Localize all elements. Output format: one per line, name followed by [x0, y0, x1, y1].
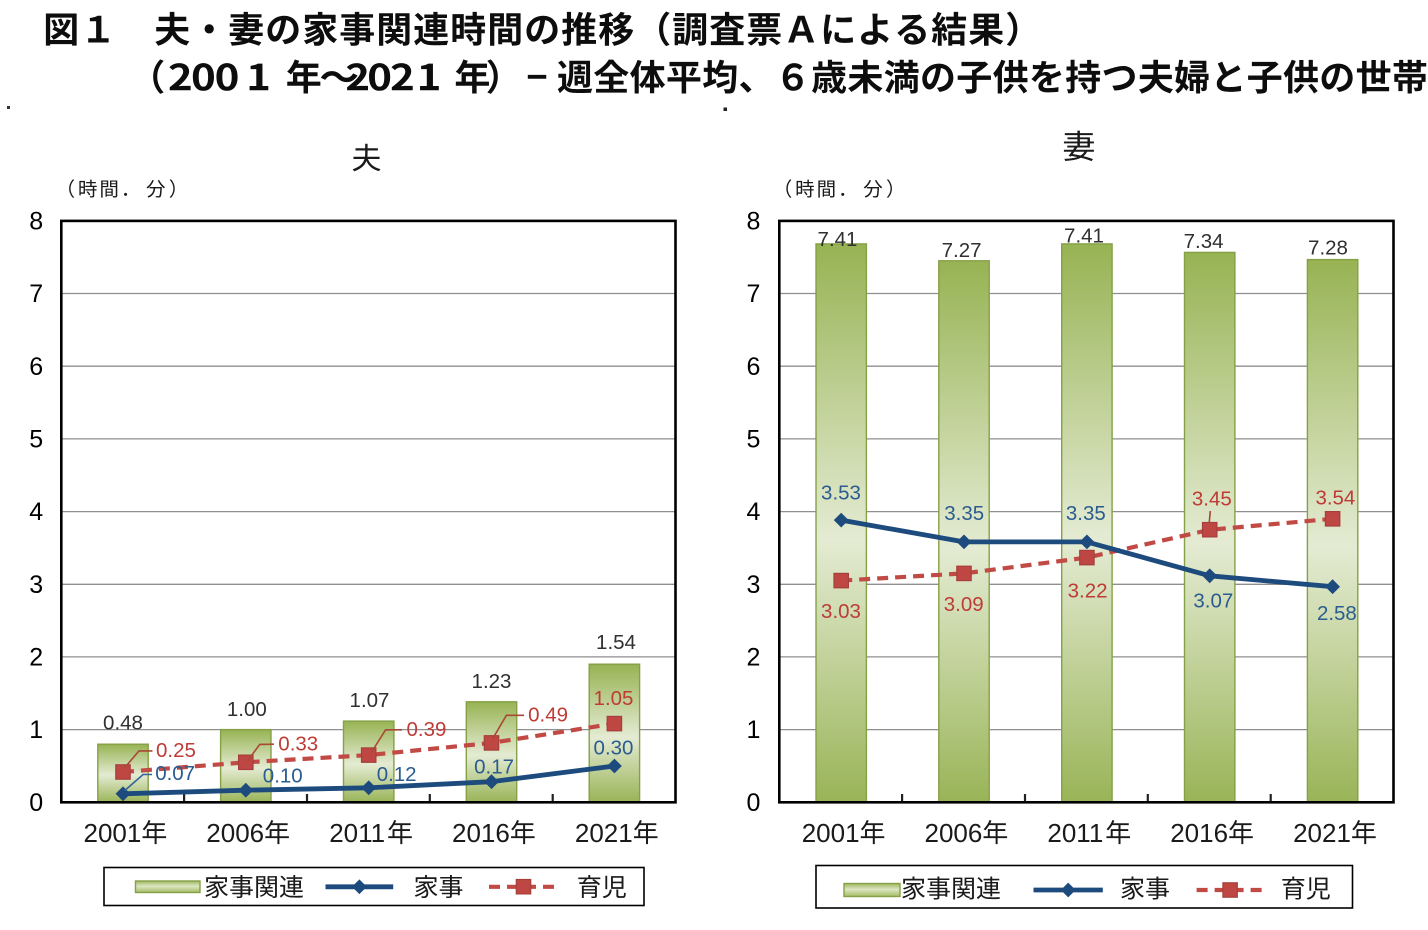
svg-text:3: 3 [29, 571, 43, 599]
svg-text:2016: 2016 [1170, 818, 1228, 848]
svg-text:3.35: 3.35 [1066, 502, 1106, 525]
svg-text:0.49: 0.49 [528, 704, 568, 727]
svg-text:0.39: 0.39 [407, 718, 447, 741]
svg-text:3.07: 3.07 [1193, 590, 1233, 613]
svg-text:2: 2 [29, 644, 43, 672]
svg-text:4: 4 [29, 498, 43, 526]
svg-text:0.30: 0.30 [594, 736, 634, 759]
svg-text:8: 8 [746, 208, 760, 236]
svg-text:2006: 2006 [206, 818, 264, 848]
svg-text:2011: 2011 [1047, 818, 1103, 848]
svg-text:3.53: 3.53 [821, 481, 861, 504]
svg-text:4: 4 [746, 498, 760, 526]
svg-text:0: 0 [746, 789, 760, 817]
svg-text:3.03: 3.03 [821, 600, 861, 623]
svg-text:0.33: 0.33 [278, 733, 318, 756]
svg-text:0.10: 0.10 [263, 765, 303, 788]
svg-text:2006: 2006 [925, 818, 983, 848]
svg-text:1.07: 1.07 [350, 689, 390, 712]
svg-text:1.54: 1.54 [596, 631, 636, 654]
svg-text:3.54: 3.54 [1315, 486, 1355, 509]
svg-text:3: 3 [746, 571, 760, 599]
svg-text:1.00: 1.00 [227, 698, 267, 721]
svg-text:2021: 2021 [1293, 818, 1351, 848]
svg-text:7.41: 7.41 [818, 228, 858, 251]
svg-text:3.09: 3.09 [944, 593, 984, 616]
svg-text:3.22: 3.22 [1068, 579, 1108, 602]
svg-text:0: 0 [29, 789, 43, 817]
svg-text:7.28: 7.28 [1308, 236, 1348, 259]
svg-text:3.35: 3.35 [944, 502, 984, 525]
svg-text:0.07: 0.07 [155, 762, 195, 785]
svg-text:5: 5 [29, 426, 43, 454]
svg-text:7: 7 [29, 280, 43, 308]
svg-text:2016: 2016 [452, 818, 510, 848]
svg-text:7.41: 7.41 [1064, 225, 1104, 248]
svg-text:5: 5 [746, 426, 760, 454]
svg-text:0.17: 0.17 [474, 755, 514, 778]
svg-text:0.25: 0.25 [156, 739, 196, 762]
svg-text:2001: 2001 [802, 818, 860, 848]
svg-text:0.12: 0.12 [377, 763, 417, 786]
svg-text:7: 7 [746, 280, 760, 308]
svg-text:1: 1 [746, 716, 760, 744]
svg-text:1: 1 [29, 716, 43, 744]
svg-text:2: 2 [746, 644, 760, 672]
svg-text:2001: 2001 [84, 818, 142, 848]
svg-text:6: 6 [29, 353, 43, 381]
svg-text:0.48: 0.48 [103, 712, 143, 735]
svg-text:3.45: 3.45 [1192, 487, 1232, 510]
svg-text:2011: 2011 [329, 818, 385, 848]
svg-text:2021: 2021 [575, 818, 633, 848]
svg-text:1.05: 1.05 [594, 687, 634, 710]
svg-text:7.27: 7.27 [942, 239, 982, 262]
svg-text:1.23: 1.23 [472, 670, 512, 693]
svg-text:7.34: 7.34 [1184, 230, 1224, 253]
svg-text:2.58: 2.58 [1317, 602, 1357, 625]
svg-text:6: 6 [746, 353, 760, 381]
svg-text:8: 8 [29, 208, 43, 236]
